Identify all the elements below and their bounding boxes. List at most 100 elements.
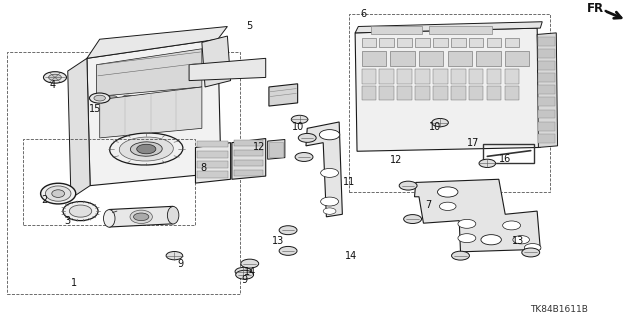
- Text: 9: 9: [241, 275, 248, 284]
- Circle shape: [458, 234, 476, 243]
- Bar: [429, 27, 492, 35]
- Circle shape: [44, 72, 67, 83]
- Polygon shape: [268, 140, 285, 159]
- Ellipse shape: [131, 142, 162, 156]
- Circle shape: [319, 130, 340, 140]
- Ellipse shape: [168, 206, 179, 224]
- Bar: [433, 68, 448, 84]
- Circle shape: [404, 215, 422, 223]
- Polygon shape: [415, 179, 540, 252]
- Bar: [504, 86, 519, 100]
- Bar: [380, 68, 394, 84]
- Polygon shape: [189, 58, 266, 81]
- Bar: [538, 134, 555, 143]
- Bar: [433, 86, 448, 100]
- Ellipse shape: [63, 202, 98, 221]
- Text: 13: 13: [512, 236, 524, 246]
- Circle shape: [502, 221, 520, 230]
- Bar: [538, 49, 555, 58]
- Bar: [380, 38, 394, 47]
- Circle shape: [137, 144, 156, 154]
- Bar: [234, 160, 262, 166]
- Text: 14: 14: [244, 267, 256, 276]
- Ellipse shape: [109, 133, 183, 165]
- Text: TK84B1611B: TK84B1611B: [531, 305, 588, 314]
- Text: 14: 14: [344, 251, 356, 261]
- Polygon shape: [306, 122, 342, 217]
- Bar: [362, 51, 386, 66]
- Bar: [505, 51, 529, 66]
- Polygon shape: [87, 27, 227, 58]
- Bar: [234, 170, 262, 176]
- Bar: [362, 38, 376, 47]
- Polygon shape: [537, 33, 557, 148]
- Bar: [397, 68, 412, 84]
- Polygon shape: [100, 87, 202, 138]
- Bar: [197, 171, 228, 178]
- Ellipse shape: [69, 205, 92, 217]
- Circle shape: [90, 93, 110, 103]
- Bar: [483, 144, 534, 163]
- Circle shape: [438, 187, 458, 197]
- Bar: [197, 151, 228, 157]
- Text: 6: 6: [360, 9, 367, 19]
- Ellipse shape: [52, 190, 65, 197]
- Ellipse shape: [40, 183, 76, 204]
- Bar: [415, 86, 430, 100]
- Circle shape: [108, 96, 118, 101]
- Text: 15: 15: [89, 104, 101, 114]
- Circle shape: [241, 259, 259, 268]
- Bar: [451, 86, 466, 100]
- Bar: [504, 38, 519, 47]
- Bar: [486, 38, 501, 47]
- Circle shape: [134, 213, 149, 221]
- Text: 12: 12: [253, 142, 266, 152]
- Circle shape: [440, 202, 456, 211]
- Text: 9: 9: [178, 259, 184, 268]
- Bar: [538, 61, 555, 70]
- Bar: [390, 51, 415, 66]
- Circle shape: [458, 220, 476, 228]
- Bar: [397, 86, 412, 100]
- Circle shape: [236, 270, 253, 279]
- Circle shape: [138, 95, 148, 100]
- Bar: [538, 122, 555, 131]
- Text: 8: 8: [201, 163, 207, 173]
- Text: 7: 7: [426, 200, 432, 210]
- Bar: [197, 161, 228, 168]
- Text: 17: 17: [467, 138, 479, 148]
- Circle shape: [432, 118, 449, 127]
- Text: 11: 11: [342, 178, 355, 188]
- Bar: [415, 38, 430, 47]
- Text: 3: 3: [65, 216, 71, 226]
- Circle shape: [49, 74, 61, 81]
- Bar: [433, 38, 448, 47]
- Circle shape: [321, 197, 339, 206]
- Ellipse shape: [104, 210, 115, 227]
- Text: 12: 12: [390, 155, 403, 165]
- Circle shape: [94, 95, 106, 101]
- Ellipse shape: [45, 186, 71, 201]
- Text: 10: 10: [429, 122, 441, 132]
- Circle shape: [122, 95, 132, 100]
- Text: 13: 13: [273, 236, 285, 246]
- Text: 10: 10: [292, 122, 304, 132]
- Circle shape: [279, 226, 297, 235]
- Circle shape: [153, 94, 163, 99]
- Polygon shape: [269, 84, 298, 106]
- Circle shape: [298, 133, 316, 142]
- Bar: [234, 140, 262, 146]
- Circle shape: [321, 168, 339, 177]
- Circle shape: [522, 248, 540, 257]
- Bar: [451, 38, 466, 47]
- Bar: [397, 38, 412, 47]
- Bar: [538, 98, 555, 106]
- Bar: [538, 85, 555, 94]
- Bar: [468, 86, 483, 100]
- Polygon shape: [97, 49, 202, 97]
- Polygon shape: [355, 28, 540, 151]
- Bar: [419, 51, 444, 66]
- Circle shape: [481, 235, 501, 245]
- Bar: [504, 68, 519, 84]
- Text: 1: 1: [71, 278, 77, 288]
